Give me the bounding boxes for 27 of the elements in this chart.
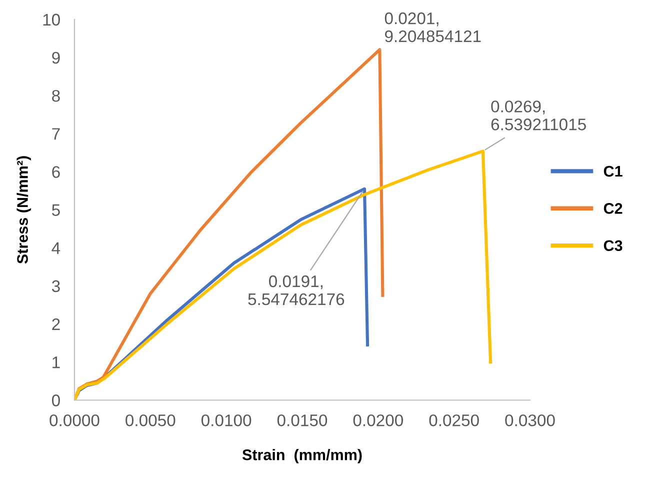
x-axis-title: Strain (mm/mm) [242,448,362,464]
y-tick-label: 3 [52,280,60,292]
x-tick-label: 0.0300 [505,414,555,426]
annotation: 0.0269, 6.539211015 [491,100,586,130]
y-tick-label: 0 [52,394,60,406]
x-tick-label: 0.0250 [429,414,479,426]
line-series [74,150,492,400]
y-tick-label: 7 [52,128,60,140]
y-tick-label: 5 [52,204,60,216]
y-axis-title: Stress (N/mm²) [16,156,31,264]
x-tick-label: 0.0050 [126,414,176,426]
x-tick-label: 0.0150 [277,414,328,426]
x-tick-label: 0.0100 [201,414,252,426]
legend-label: C2 [604,203,622,214]
y-tick-label: 2 [52,318,60,330]
x-tick-label: 0.0000 [50,414,100,426]
y-tick-label: 9 [52,52,60,64]
y-tick-label: 8 [52,90,60,102]
legend-label: C1 [604,166,622,177]
legend-label: C3 [604,240,622,252]
y-tick-label: 4 [52,242,60,254]
y-tick-label: 6 [52,166,60,178]
x-tick-label: 0.0200 [353,414,403,426]
annotation: 0.0191, 5.547462176 [248,275,344,306]
annotation: 0.0201, 9.204854121 [384,12,481,42]
y-tick-label: 10 [43,14,60,26]
y-tick-label: 1 [52,356,60,368]
